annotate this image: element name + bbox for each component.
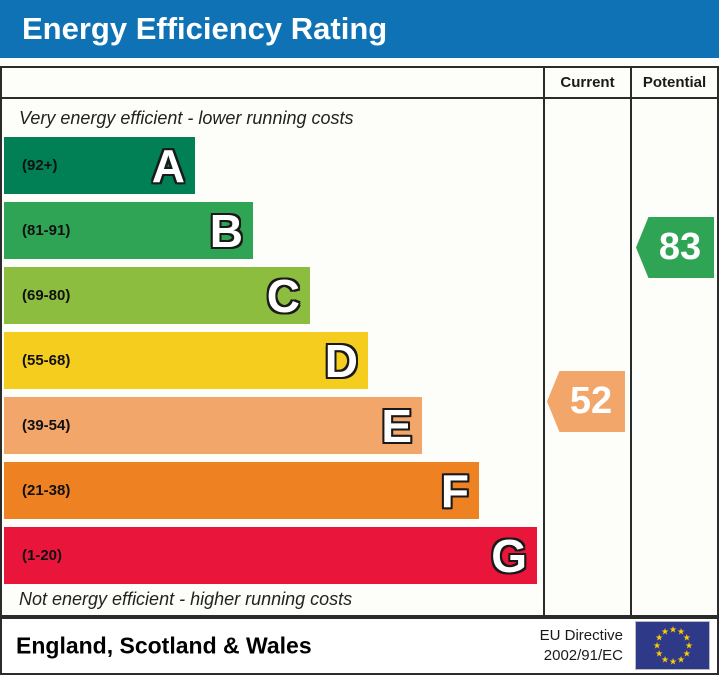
band-bar-c: (69-80) C bbox=[4, 267, 310, 324]
band-bar-b: (81-91) B bbox=[4, 202, 253, 259]
band-bar-a: (92+) A bbox=[4, 137, 195, 194]
eu-flag-star: ★ bbox=[655, 632, 664, 643]
current-rating-arrow: 52 bbox=[547, 371, 625, 432]
band-row-b: (81-91) B bbox=[4, 202, 253, 259]
title-bar: Energy Efficiency Rating bbox=[0, 0, 719, 58]
bottom-note: Not energy efficient - higher running co… bbox=[19, 589, 353, 609]
top-note: Very energy efficient - lower running co… bbox=[19, 108, 354, 128]
band-row-g: (1-20) G bbox=[4, 527, 537, 584]
footer: England, Scotland & Wales EU Directive 2… bbox=[0, 617, 719, 675]
eu-flag-star: ★ bbox=[660, 626, 670, 637]
eu-flag-star: ★ bbox=[682, 632, 691, 643]
eu-directive-line2: 2002/91/EC bbox=[543, 647, 623, 664]
band-row-f: (21-38) F bbox=[4, 462, 479, 519]
band-letter-e: E bbox=[381, 399, 412, 452]
band-bar-d: (55-68) D bbox=[4, 332, 368, 389]
band-row-c: (69-80) C bbox=[4, 267, 310, 324]
chart-header-row bbox=[2, 68, 717, 99]
potential-column-divider bbox=[630, 68, 632, 615]
eu-flag-star: ★ bbox=[684, 640, 694, 651]
band-range-c: (69-80) bbox=[22, 287, 71, 304]
band-letter-d: D bbox=[324, 334, 358, 387]
band-row-a: (92+) A bbox=[4, 137, 195, 194]
potential-rating-arrow: 83 bbox=[636, 217, 714, 278]
current-column-divider bbox=[543, 68, 545, 615]
eu-flag-star: ★ bbox=[655, 648, 664, 659]
eu-flag-star: ★ bbox=[660, 654, 670, 665]
band-range-e: (39-54) bbox=[22, 417, 71, 434]
band-row-e: (39-54) E bbox=[4, 397, 422, 454]
potential-rating-value: 83 bbox=[658, 226, 702, 268]
eu-flag-star: ★ bbox=[676, 626, 686, 637]
eu-directive-label: EU Directive 2002/91/EC bbox=[540, 626, 623, 667]
band-row-d: (55-68) D bbox=[4, 332, 368, 389]
band-bar-f: (21-38) F bbox=[4, 462, 479, 519]
band-range-b: (81-91) bbox=[22, 222, 71, 239]
eu-flag-star: ★ bbox=[682, 648, 691, 659]
band-letter-a: A bbox=[151, 139, 185, 192]
band-bar-e: (39-54) E bbox=[4, 397, 422, 454]
eu-flag-star: ★ bbox=[652, 640, 662, 651]
band-letter-f: F bbox=[440, 464, 469, 517]
epc-chart: Current Potential Very energy efficient … bbox=[0, 66, 719, 617]
band-range-f: (21-38) bbox=[22, 482, 71, 499]
band-letter-c: C bbox=[266, 269, 300, 322]
page-title: Energy Efficiency Rating bbox=[22, 11, 388, 46]
potential-column-header: Potential bbox=[642, 74, 707, 91]
eu-flag-star: ★ bbox=[668, 656, 678, 667]
region-label: England, Scotland & Wales bbox=[16, 632, 312, 659]
current-rating-value: 52 bbox=[569, 380, 613, 422]
band-range-g: (1-20) bbox=[22, 547, 63, 564]
band-range-d: (55-68) bbox=[22, 352, 71, 369]
band-bar-g: (1-20) G bbox=[4, 527, 537, 584]
eu-flag-star: ★ bbox=[676, 654, 686, 665]
eu-flag-star: ★ bbox=[668, 624, 678, 635]
band-range-a: (92+) bbox=[22, 157, 58, 174]
band-letter-b: B bbox=[209, 204, 243, 257]
eu-directive-line1: EU Directive bbox=[539, 626, 623, 644]
eu-flag-icon: ★ ★ ★ ★ ★ ★ ★ ★ ★ ★ ★ ★ bbox=[635, 621, 710, 670]
current-column-header: Current bbox=[560, 74, 615, 91]
band-letter-g: G bbox=[491, 529, 527, 582]
